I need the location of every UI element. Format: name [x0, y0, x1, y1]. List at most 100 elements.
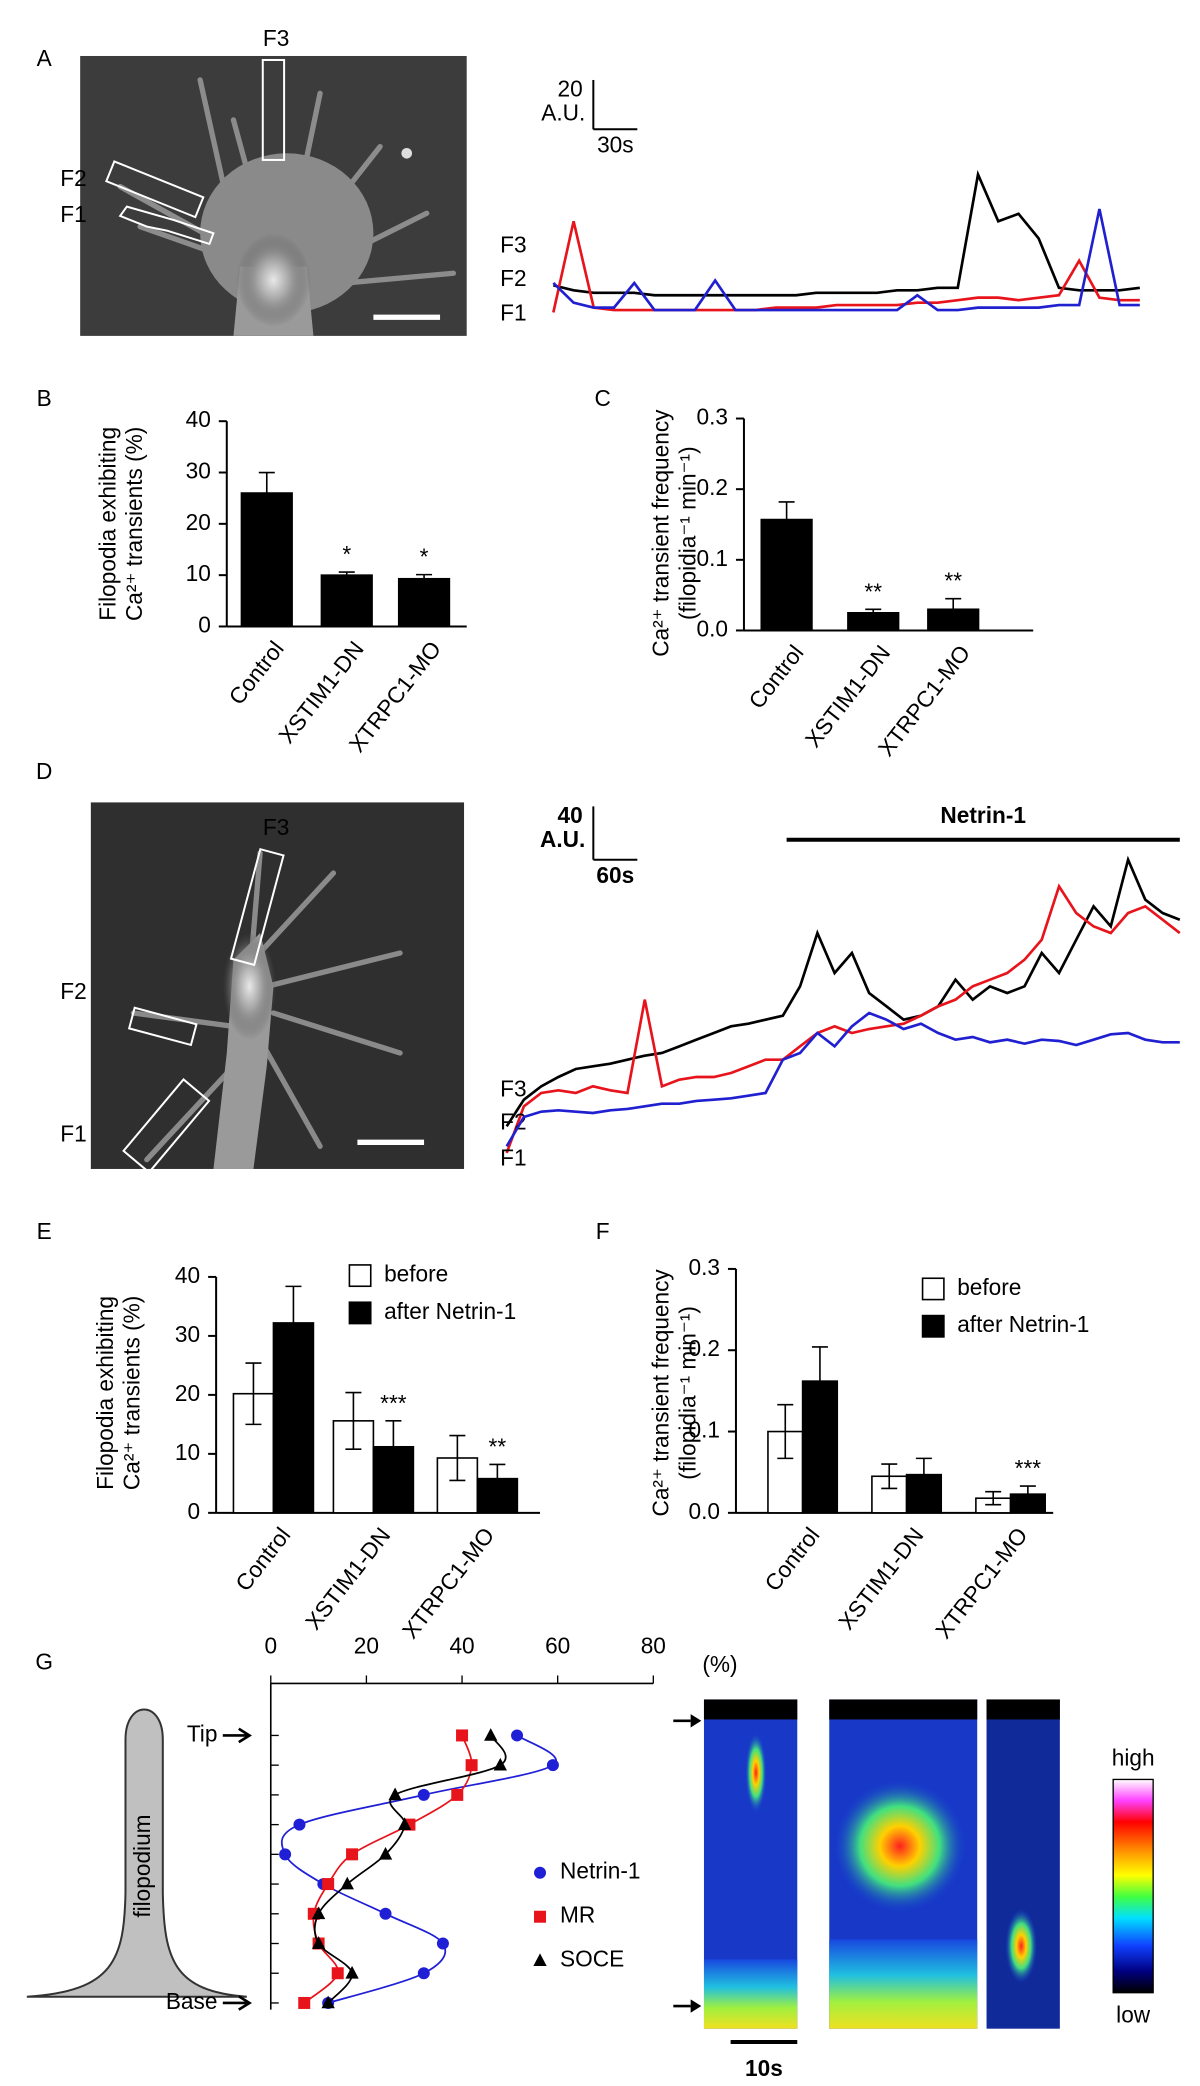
y-tick-label: 10 — [186, 560, 211, 586]
image-detail — [986, 1699, 1060, 1720]
image-detail — [261, 58, 286, 161]
error-bar — [449, 1434, 466, 1482]
arrow — [222, 1995, 252, 2011]
micrograph-a — [80, 55, 467, 336]
bar — [320, 574, 373, 628]
legend-swatch — [921, 1277, 945, 1301]
y-axis-label: (filopidia⁻¹ min⁻¹) — [674, 446, 700, 620]
x-tick-label: XSTIM1-DN — [833, 1522, 929, 1634]
marker — [493, 1757, 507, 1771]
y-axis-label: (filopidia⁻¹ min⁻¹) — [674, 1306, 700, 1480]
image-detail — [250, 870, 337, 963]
error-bar — [865, 608, 882, 618]
x-tick-label: XTRPC1-MO — [930, 1522, 1033, 1643]
roi-label: F1 — [60, 1121, 86, 1147]
error-bar — [338, 571, 355, 580]
trace-line — [552, 208, 1140, 312]
profile-line — [313, 1734, 507, 2004]
error-bar — [985, 1490, 1002, 1506]
bar — [372, 1445, 415, 1514]
panel-letter: C — [594, 385, 610, 411]
trace-line — [505, 1011, 1180, 1147]
y-axis-label: Ca²⁺ transients (%) — [121, 427, 147, 621]
image-detail — [1005, 1908, 1038, 1984]
marker — [403, 1818, 416, 1831]
marker — [298, 1996, 311, 2009]
trace-label: F3 — [500, 232, 526, 258]
marker — [379, 1907, 392, 1920]
image-detail — [122, 1078, 211, 1174]
y-tick-label: 10 — [175, 1439, 200, 1465]
marker — [397, 1817, 412, 1830]
error-bar — [777, 1403, 794, 1460]
x-tick-label: Control — [743, 640, 808, 714]
y-tick-label: 0.1 — [696, 545, 727, 571]
legend-label: MR — [560, 1902, 595, 1928]
image-detail — [703, 1959, 798, 2029]
image-detail — [105, 58, 286, 246]
x-tick-label: 60 — [545, 1632, 570, 1658]
colorbar-label: low — [1116, 2002, 1151, 2028]
x-tick-label: Control — [223, 636, 288, 710]
image-detail — [127, 1006, 198, 1047]
panel-letter: D — [36, 758, 52, 784]
y-tick-label: 20 — [175, 1380, 200, 1406]
legend-label: SOCE — [560, 1946, 624, 1972]
x-tick-label: XTRPC1-MO — [397, 1522, 500, 1643]
marker — [451, 1788, 464, 1801]
roi-label: F2 — [60, 978, 86, 1004]
y-tick-label: Tip — [187, 1720, 218, 1746]
significance: ** — [864, 578, 882, 604]
image-detail — [829, 1699, 978, 1720]
image-detail — [1112, 1778, 1154, 1994]
event-label: Netrin-1 — [940, 802, 1026, 828]
x-tick-label: 40 — [449, 1632, 474, 1658]
legend-swatch — [921, 1314, 945, 1338]
axis-unit: (%) — [702, 1651, 737, 1677]
image-detail — [105, 160, 205, 219]
image-detail — [703, 1699, 798, 1720]
image-detail — [222, 933, 277, 1040]
x-tick-label: 0 — [264, 1632, 277, 1658]
arrow — [222, 1727, 252, 1744]
profile-line — [280, 1734, 557, 2004]
error-bar — [245, 1362, 262, 1426]
marker — [311, 1906, 326, 1920]
significance: *** — [1015, 1455, 1042, 1481]
marker — [279, 1848, 292, 1861]
diagram-label: filopodium — [129, 1814, 155, 1917]
marker — [293, 1818, 306, 1831]
image-detail — [690, 1714, 702, 2013]
image-detail — [829, 1939, 978, 2029]
marker — [546, 1759, 559, 1772]
y-tick-label: 0 — [188, 1498, 201, 1524]
image-detail — [130, 850, 403, 1163]
scale-label: 30s — [597, 132, 634, 158]
marker — [346, 1848, 359, 1861]
trace-label: F2 — [500, 265, 526, 291]
image-detail — [122, 847, 285, 1174]
y-axis-label: Ca²⁺ transients (%) — [118, 1296, 144, 1490]
legend-label: after Netrin-1 — [957, 1311, 1089, 1337]
trace-line — [505, 883, 1181, 1154]
significance: * — [342, 541, 351, 567]
error-bar — [811, 1346, 828, 1417]
scale-unit: A.U. — [541, 100, 585, 126]
y-tick-label: 0.2 — [688, 1335, 719, 1361]
y-tick-label: 30 — [175, 1321, 200, 1347]
marker — [331, 1967, 344, 1980]
legend-label: before — [384, 1261, 448, 1287]
legend-label: Netrin-1 — [560, 1858, 641, 1884]
marker — [321, 1995, 335, 2009]
panel-letter: F — [596, 1218, 610, 1244]
y-tick-label: 0.3 — [696, 404, 727, 430]
error-bar — [385, 1420, 402, 1474]
x-tick-label: Control — [759, 1522, 824, 1596]
legend-label: before — [957, 1274, 1021, 1300]
image-detail — [257, 1037, 323, 1149]
roi-label: F3 — [263, 25, 289, 51]
y-tick-label: 40 — [175, 1262, 200, 1288]
error-bar — [778, 501, 795, 539]
y-axis-label: Filopodia exhibiting — [94, 427, 120, 621]
marker — [534, 1866, 547, 1879]
